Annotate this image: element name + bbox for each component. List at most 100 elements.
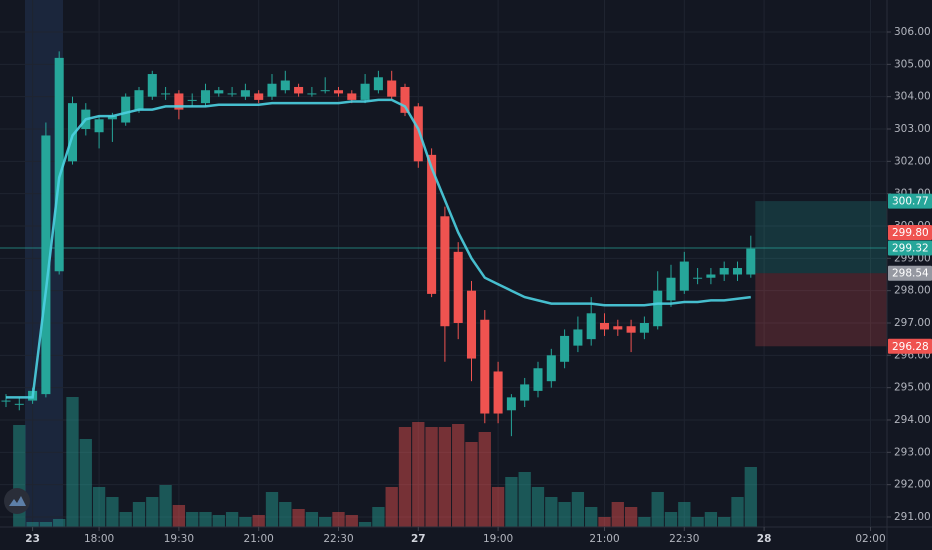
candle-body [679, 261, 689, 291]
volume-bar [412, 422, 425, 527]
candle-body [373, 77, 383, 91]
candle-body [294, 86, 304, 94]
volume-bar [718, 517, 731, 527]
candle-body [387, 80, 397, 97]
candle-body [187, 99, 197, 101]
y-tick-label: 306.00 [894, 26, 931, 38]
volume-bar [319, 517, 332, 527]
volume-bar [199, 512, 212, 527]
volume-bar [385, 487, 398, 527]
price-label: 299.80 [892, 227, 929, 239]
candle-body [240, 90, 250, 97]
volume-bar [26, 522, 39, 527]
volume-bar [744, 467, 757, 527]
price-label-bg [888, 265, 932, 281]
x-tick-label: 19:30 [164, 533, 194, 545]
volume-bar [571, 492, 585, 527]
candle-body [307, 93, 317, 95]
volume-bar [305, 512, 319, 527]
candle-body [706, 274, 716, 278]
candle-body [360, 83, 370, 100]
volume-bar [292, 509, 305, 527]
volume-bar [704, 512, 718, 527]
candle-body [413, 106, 423, 162]
volume-bar [279, 502, 292, 527]
volume-bar [678, 502, 691, 527]
stop-zone [755, 273, 887, 347]
candle-body [719, 268, 729, 275]
volume-bar [53, 519, 66, 527]
volume-bar [398, 427, 412, 527]
volume-bar [651, 492, 664, 527]
price-label: 296.28 [892, 341, 929, 353]
x-tick-label: 22:30 [669, 533, 699, 545]
volume-bar [664, 512, 678, 527]
candle-body [347, 93, 357, 100]
y-tick-label: 305.00 [894, 58, 931, 70]
candle-body [227, 93, 237, 95]
volume-bar [638, 517, 651, 527]
y-tick-label: 294.00 [894, 414, 931, 426]
volume-bar [452, 424, 465, 527]
candle-body [280, 80, 290, 91]
candle-body [520, 384, 530, 401]
candle-body [466, 290, 477, 359]
y-tick-label: 297.00 [894, 317, 931, 329]
y-tick-label: 298.00 [894, 285, 931, 297]
price-label: 300.77 [892, 196, 929, 208]
target-zone [755, 201, 887, 274]
price-label-bg [888, 338, 932, 354]
candle-body [14, 403, 24, 405]
y-tick-label: 291.00 [894, 511, 931, 523]
candle-body [267, 83, 277, 97]
x-tick-label: 23 [25, 533, 40, 545]
candle-body [1, 400, 11, 402]
candle-body [533, 368, 543, 391]
y-tick-label: 302.00 [894, 155, 931, 167]
volume-bar [39, 522, 53, 527]
axes: 291.00292.00293.00294.00295.00296.00297.… [25, 26, 932, 545]
candle-body [613, 326, 623, 330]
candle-body [440, 216, 450, 327]
volume-bar [425, 427, 438, 527]
y-tick-label: 292.00 [894, 479, 931, 491]
volume-bar [505, 477, 518, 527]
price-label-bg [888, 240, 932, 256]
candle-body [54, 57, 64, 272]
volume-bar [146, 497, 159, 527]
volume-layer [13, 397, 757, 527]
volume-bar [598, 517, 611, 527]
volume-bar [438, 427, 452, 527]
volume-bar [239, 517, 252, 527]
volume-bar [611, 502, 624, 527]
candle-body [121, 96, 131, 123]
volume-bar [92, 487, 106, 527]
moving-average [6, 98, 751, 399]
candle-body [200, 90, 211, 104]
candle-body [599, 322, 610, 330]
candle-body [653, 290, 663, 327]
candle-body [480, 319, 490, 414]
candle-body [693, 277, 703, 279]
volume-bar [372, 507, 385, 527]
volume-bar [731, 497, 744, 527]
candle-body [161, 93, 171, 95]
volume-bar [172, 505, 186, 527]
candle-body [493, 371, 503, 414]
price-label: 299.32 [892, 242, 929, 254]
x-tick-label: 21:00 [589, 533, 619, 545]
volume-bar [478, 432, 491, 527]
candle-body [214, 90, 224, 94]
candle-body [586, 313, 596, 340]
volume-bar [465, 442, 478, 527]
x-tick-label: 18:00 [84, 533, 114, 545]
candle-body [560, 335, 570, 362]
candle-body [427, 154, 437, 294]
candle-body [41, 135, 51, 395]
candle-body [746, 248, 756, 275]
volume-bar [531, 487, 545, 527]
candle-body [573, 329, 583, 346]
x-tick-label: 22:30 [323, 533, 353, 545]
candle-body [546, 355, 556, 382]
volume-bar [332, 512, 345, 527]
